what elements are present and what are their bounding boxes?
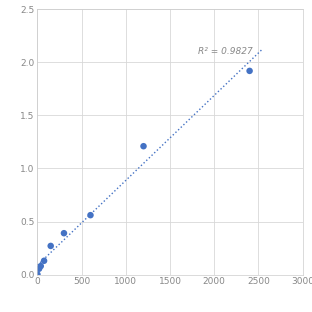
Point [88,213,93,218]
Point [35,272,40,277]
Text: R² = 0.9827: R² = 0.9827 [198,47,253,56]
Point [37,266,41,271]
Point [38,264,43,269]
Point [141,144,146,149]
Point [41,258,46,263]
Point [247,68,252,73]
Point [48,243,53,248]
Point [61,231,66,236]
